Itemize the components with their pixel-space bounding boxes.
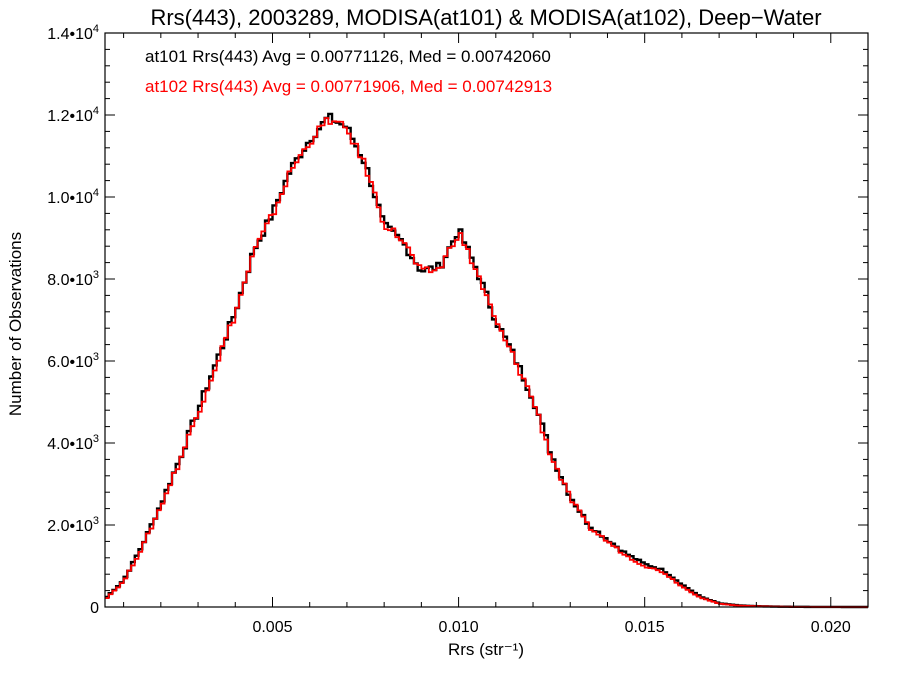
annotation-at102: at102 Rrs(443) Avg = 0.00771906, Med = 0… bbox=[145, 77, 552, 96]
y-axis-title: Number of Observations bbox=[6, 232, 25, 416]
x-tick-label: 0.005 bbox=[252, 619, 292, 636]
y-tick-label: 1.2•104 bbox=[47, 105, 99, 125]
x-tick-label: 0.010 bbox=[439, 619, 479, 636]
series-at102 bbox=[105, 117, 868, 608]
y-tick-label: 2.0•103 bbox=[47, 515, 99, 535]
y-axis: 0 2.0•103 4.0•103 6.0•103 8.0•103 1.0•104 1.2•… bbox=[47, 23, 868, 617]
annotation-at101: at101 Rrs(443) Avg = 0.00771126, Med = 0… bbox=[145, 47, 551, 66]
y-tick-label: 1.4•104 bbox=[47, 23, 99, 43]
x-tick-label: 0.015 bbox=[625, 619, 665, 636]
y-tick-label: 0 bbox=[90, 600, 99, 617]
y-tick-label: 6.0•103 bbox=[47, 351, 99, 371]
x-tick-label: 0.020 bbox=[811, 619, 851, 636]
chart-title: Rrs(443), 2003289, MODISA(at101) & MODIS… bbox=[150, 5, 821, 30]
plot-frame bbox=[104, 32, 869, 608]
series-layer bbox=[105, 112, 868, 609]
y-tick-label: 4.0•103 bbox=[47, 433, 99, 453]
y-tick-label: 1.0•104 bbox=[47, 187, 99, 207]
x-axis-title: Rrs (str⁻¹) bbox=[448, 640, 524, 659]
x-axis: 0.005 0.010 0.015 0.020 bbox=[123, 33, 869, 636]
y-tick-label: 8.0•103 bbox=[47, 269, 99, 289]
